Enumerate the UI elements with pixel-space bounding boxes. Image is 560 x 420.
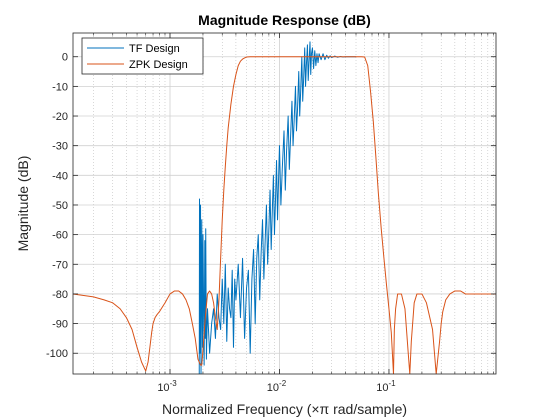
- x-tick-label: 10-2: [267, 379, 287, 394]
- y-tick-label: -60: [52, 230, 68, 242]
- series-line-zpk-design: [73, 56, 496, 374]
- series-line-tf-design: [198, 41, 356, 374]
- legend-box: [81, 37, 204, 75]
- y-tick-label: -30: [52, 141, 68, 153]
- plot-area: [73, 33, 496, 374]
- y-tick-label: -80: [52, 289, 68, 301]
- legend-label-tf: TF Design: [129, 43, 180, 55]
- y-tick-label: -70: [52, 259, 68, 271]
- y-tick-label: -100: [46, 348, 68, 360]
- y-tick-label: -50: [52, 200, 68, 212]
- y-tick-label: 0: [62, 52, 68, 64]
- series-layer: [73, 41, 496, 374]
- y-tick-label: -90: [52, 319, 68, 331]
- plot-frame: [72, 32, 497, 375]
- legend-label-zpk: ZPK Design: [129, 59, 188, 71]
- y-axis-label: Magnitude (dB): [15, 156, 31, 252]
- ticks: 10-3 10-2 10-1 0 -10 -20 -30 -40 -50 -60 -70 -80 -90…: [46, 33, 496, 394]
- chart-title: Magnitude Response (dB): [198, 12, 371, 28]
- y-tick-label: -40: [52, 170, 68, 182]
- y-tick-label: -20: [52, 111, 68, 123]
- grid: [73, 33, 496, 374]
- x-tick-label: 10-1: [376, 379, 396, 394]
- y-tick-label: -10: [52, 81, 68, 93]
- x-tick-label: 10-3: [157, 379, 177, 394]
- x-axis-label: Normalized Frequency (×π rad/sample): [162, 401, 407, 417]
- legend: TF Design ZPK Design: [81, 37, 204, 75]
